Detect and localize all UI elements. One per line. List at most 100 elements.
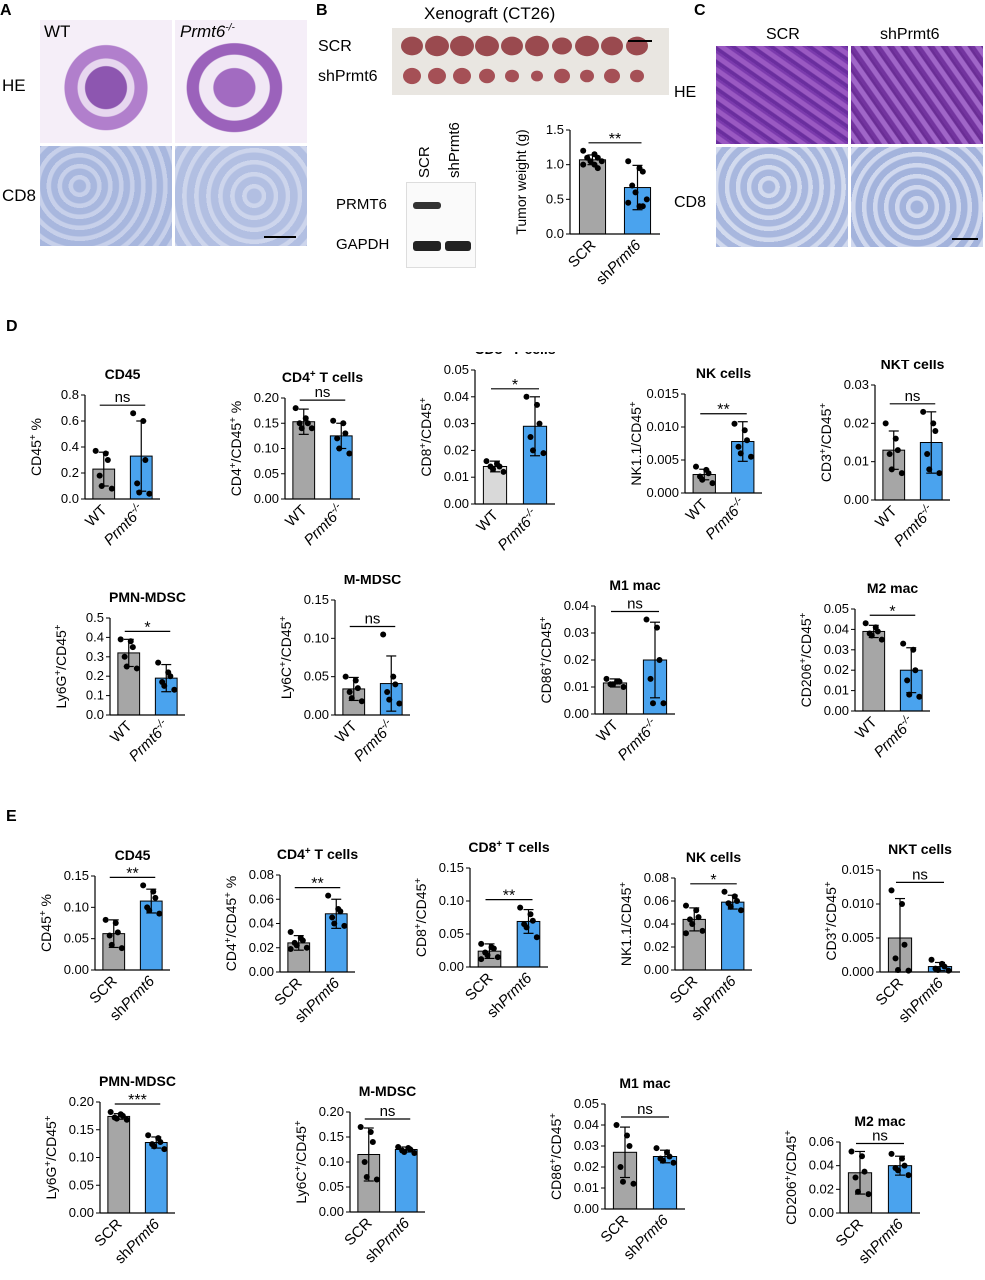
data-point	[102, 916, 109, 923]
y-tick-label: 0.15	[254, 415, 279, 430]
category-label: Prmt6-/-	[701, 494, 750, 543]
data-point	[392, 681, 399, 688]
data-point	[748, 453, 755, 460]
data-point	[293, 942, 300, 949]
category-label: Prmt6-/-	[869, 712, 918, 761]
data-point	[682, 930, 689, 937]
chart-e-cd4: CD4+ T cells 0.00 0.02 0.04 0.06 0.08 CD4+/CD4…	[223, 846, 359, 1027]
data-point	[910, 646, 917, 653]
data-point	[483, 458, 490, 465]
category-label: SCR	[667, 973, 702, 1008]
data-point	[140, 882, 147, 889]
blot-row-gapdh: GAPDH	[336, 236, 390, 253]
y-tick-label: 0.15	[304, 592, 329, 607]
y-tick-label: 0.04	[809, 1158, 834, 1173]
data-point	[494, 954, 501, 961]
data-point	[523, 924, 530, 931]
y-tick-label: 0.10	[439, 893, 464, 908]
y-tick-label: 0.010	[841, 896, 874, 911]
y-tick-label: 0.01	[574, 1180, 599, 1195]
y-tick-label: 0.03	[844, 377, 869, 392]
panel-a-cd8-wt-image	[40, 146, 172, 246]
blot-band-prmt6	[413, 202, 441, 209]
data-point	[904, 677, 911, 684]
bar	[862, 630, 886, 712]
y-axis-label: CD45+ %	[38, 894, 55, 952]
data-point	[620, 1178, 626, 1185]
chart-d-m2: M2 mac 0.00 0.01 0.02 0.03 0.04 0.05 CD206+/CD4…	[798, 583, 930, 761]
bar	[107, 1115, 131, 1214]
y-tick-label: 0.03	[824, 642, 849, 657]
data-point	[287, 945, 294, 952]
y-axis-label: NK1.1/CD45+	[628, 401, 645, 486]
y-tick-label: 0.03	[444, 416, 469, 431]
col-label-ko: Prmt6-/-	[180, 22, 235, 41]
data-point	[161, 1146, 168, 1153]
data-point	[894, 447, 901, 454]
tumor-sh	[630, 69, 644, 83]
data-point	[888, 466, 895, 473]
category-label: shPrmt6	[593, 236, 645, 288]
data-point	[152, 894, 159, 901]
chart-title: CD4+ T cells	[277, 846, 358, 863]
data-point	[924, 451, 931, 457]
category-label: WT	[282, 502, 311, 531]
data-point	[352, 677, 359, 684]
data-point	[106, 932, 113, 939]
data-point	[155, 659, 162, 666]
data-point	[337, 908, 344, 915]
significance-label: **	[503, 888, 515, 905]
data-point	[626, 1143, 633, 1149]
tumor-scr	[475, 35, 499, 57]
y-tick-label: 0.00	[439, 959, 464, 974]
data-point	[888, 887, 895, 894]
panel-a-cd8-ko-image	[175, 146, 307, 246]
data-point	[734, 898, 741, 904]
tumor-sh	[531, 70, 543, 82]
data-point	[114, 929, 121, 936]
data-point	[916, 693, 923, 700]
data-point	[859, 1153, 865, 1160]
data-point	[302, 415, 309, 422]
significance-label: ns	[872, 1127, 888, 1144]
data-point	[625, 199, 632, 206]
y-tick-label: 0.05	[319, 1179, 344, 1194]
y-tick-label: 0.00	[319, 1204, 344, 1219]
data-point	[145, 1132, 152, 1139]
y-tick-label: 0.05	[574, 1096, 599, 1111]
data-point	[395, 1144, 402, 1150]
row-label-he: HE	[2, 76, 26, 95]
y-tick-label: 0.05	[439, 926, 464, 941]
chart-title: M-MDSC	[359, 1083, 417, 1099]
data-point	[517, 904, 524, 911]
data-point	[380, 631, 387, 638]
data-point	[895, 1167, 901, 1174]
y-tick-label: 0.04	[644, 916, 669, 931]
y-tick-label: 0.08	[249, 867, 274, 882]
chart-title: NK cells	[686, 849, 741, 865]
y-tick-label: 0.02	[844, 415, 869, 430]
chart-title: M1 mac	[619, 1075, 671, 1091]
data-point	[912, 667, 919, 674]
y-tick-label: 0.05	[69, 1177, 94, 1192]
significance-label: **	[126, 865, 138, 882]
data-point	[936, 470, 943, 477]
data-point	[629, 182, 636, 189]
y-tick-label: 0.02	[564, 652, 589, 667]
chart-d-pmn: PMN-MDSC 0.0 0.1 0.2 0.3 0.4 0.5 Ly6G+/CD45+ WTP…	[53, 589, 187, 765]
data-point	[129, 644, 136, 651]
y-axis-label: CD4+/CD45+ %	[228, 401, 245, 497]
data-point	[540, 450, 547, 457]
data-point	[900, 640, 907, 647]
data-point	[342, 673, 349, 680]
data-point	[127, 638, 134, 645]
data-point	[112, 920, 119, 926]
data-point	[130, 410, 137, 417]
data-point	[340, 420, 347, 427]
data-point	[527, 911, 534, 918]
data-point	[650, 700, 656, 707]
data-point	[892, 955, 899, 962]
y-tick-label: 0.15	[69, 1122, 94, 1137]
